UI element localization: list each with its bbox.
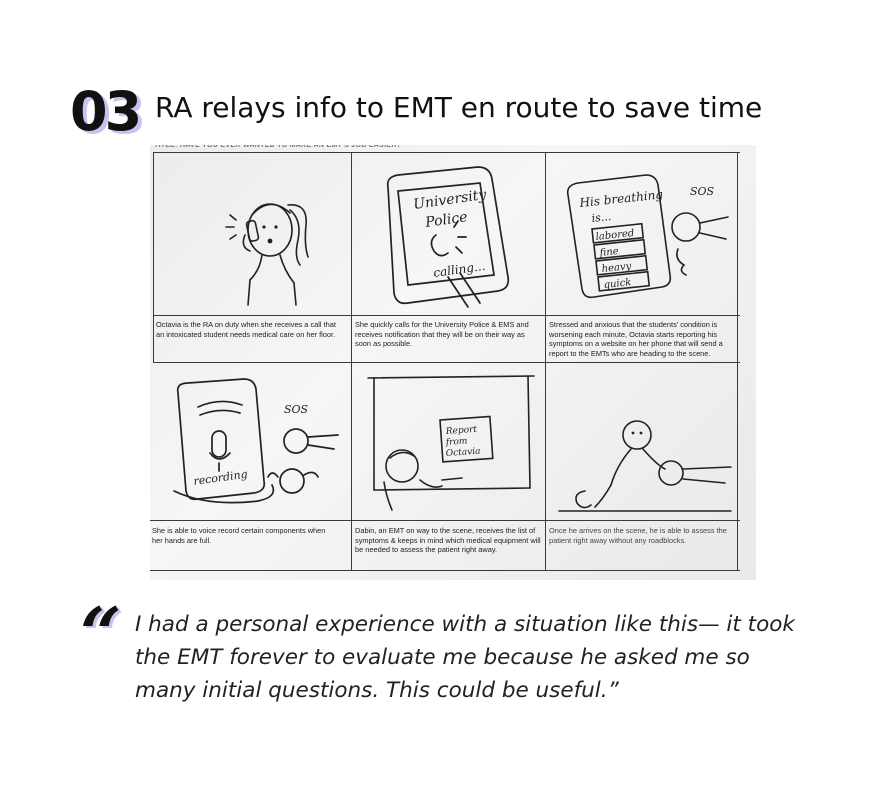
panel-5-text-report: Report bbox=[445, 425, 478, 437]
panel-5-caption: Dabin, an EMT on way to the scene, recei… bbox=[355, 526, 541, 554]
panel-3-text-sos: SOS bbox=[690, 185, 715, 198]
section-number: 03 bbox=[70, 80, 142, 143]
panel-2-sketch: University Police calling... bbox=[368, 157, 528, 312]
grid-line bbox=[153, 362, 740, 363]
panel-3-option-fine: fine bbox=[598, 246, 619, 259]
panel-5-text-octavia: Octavia bbox=[446, 447, 481, 459]
quote-mark-icon: “ bbox=[80, 591, 122, 676]
panel-6-caption: Once he arrives on the scene, he is able… bbox=[549, 526, 727, 545]
grid-line bbox=[545, 152, 546, 570]
panel-3-option-labored: labored bbox=[595, 228, 635, 243]
panel-6-sketch bbox=[555, 407, 735, 517]
panel-3-caption: Stressed and anxious that the students' … bbox=[549, 320, 723, 358]
panel-4-text-sos: SOS bbox=[284, 403, 309, 416]
grid-line bbox=[153, 152, 740, 153]
panel-2-caption: She quickly calls for the University Pol… bbox=[355, 320, 529, 348]
panel-4-sketch: recording SOS bbox=[168, 373, 348, 513]
panel-1-caption: Octavia is the RA on duty when she recei… bbox=[156, 320, 336, 339]
panel-1-sketch bbox=[190, 165, 330, 310]
grid-line bbox=[737, 152, 738, 570]
section-title: RA relays info to EMT en route to save t… bbox=[155, 91, 763, 124]
quote-text: I had a personal experience with a situa… bbox=[135, 612, 795, 703]
panel-3-text-breathing: His breathing bbox=[578, 187, 664, 210]
storyboard-sheet-title: TITLE: HAVE YOU EVER WANTED TO MAKE AN E… bbox=[154, 145, 402, 149]
panel-3-option-quick: quick bbox=[603, 277, 632, 291]
storyboard-sheet: TITLE: HAVE YOU EVER WANTED TO MAKE AN E… bbox=[150, 145, 756, 580]
grid-line bbox=[153, 315, 740, 316]
grid-line bbox=[153, 152, 154, 362]
panel-5-text-from: from bbox=[445, 437, 468, 449]
grid-line bbox=[150, 570, 740, 571]
grid-line bbox=[351, 152, 352, 570]
panel-5-sketch: Report from Octavia bbox=[362, 370, 542, 515]
panel-3-text-is: is... bbox=[591, 210, 612, 225]
storyboard-photo: TITLE: HAVE YOU EVER WANTED TO MAKE AN E… bbox=[150, 145, 756, 580]
panel-4-text-recording: recording bbox=[193, 468, 249, 488]
panel-4-caption: She is able to voice record certain comp… bbox=[152, 526, 326, 545]
panel-3-sketch: His breathing is... labored fine heavy q… bbox=[558, 167, 738, 317]
panel-2-text-university: University bbox=[412, 187, 488, 213]
panel-2-text-police: Police bbox=[423, 209, 468, 231]
panel-3-option-heavy: heavy bbox=[601, 261, 632, 275]
grid-line bbox=[150, 520, 740, 521]
